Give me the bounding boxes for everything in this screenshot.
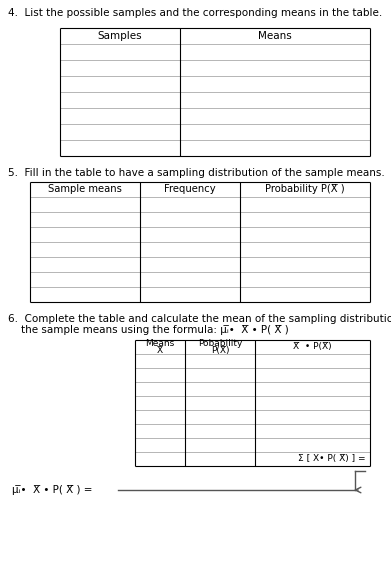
Text: Sample means: Sample means — [48, 184, 122, 195]
Text: Σ [ X• P( Χ̅) ] =: Σ [ X• P( Χ̅) ] = — [298, 454, 366, 464]
Text: Frequency: Frequency — [164, 184, 216, 195]
Text: 5.  Fill in the table to have a sampling distribution of the sample means.: 5. Fill in the table to have a sampling … — [8, 168, 385, 178]
Text: 6.  Complete the table and calculate the mean of the sampling distribution of: 6. Complete the table and calculate the … — [8, 314, 391, 324]
Text: Means: Means — [145, 339, 175, 348]
Text: Samples: Samples — [98, 31, 142, 41]
Text: the sample means using the formula: μᵢ̅•  Χ̅ • P( Χ̅ ): the sample means using the formula: μᵢ̅•… — [8, 325, 289, 335]
Text: Pobability: Pobability — [198, 339, 242, 348]
Text: 4.  List the possible samples and the corresponding means in the table.: 4. List the possible samples and the cor… — [8, 8, 382, 18]
Text: Probability P(Χ̅ ): Probability P(Χ̅ ) — [265, 184, 345, 195]
Text: Χ̅: Χ̅ — [157, 346, 163, 355]
Text: Χ̅  • P(Χ̅): Χ̅ • P(Χ̅) — [293, 343, 332, 351]
Text: P(Χ̅): P(Χ̅) — [211, 346, 229, 355]
Text: μᵢ̅•  Χ̅ • P( Χ̅ ) =: μᵢ̅• Χ̅ • P( Χ̅ ) = — [12, 485, 93, 495]
Text: Means: Means — [258, 31, 292, 41]
